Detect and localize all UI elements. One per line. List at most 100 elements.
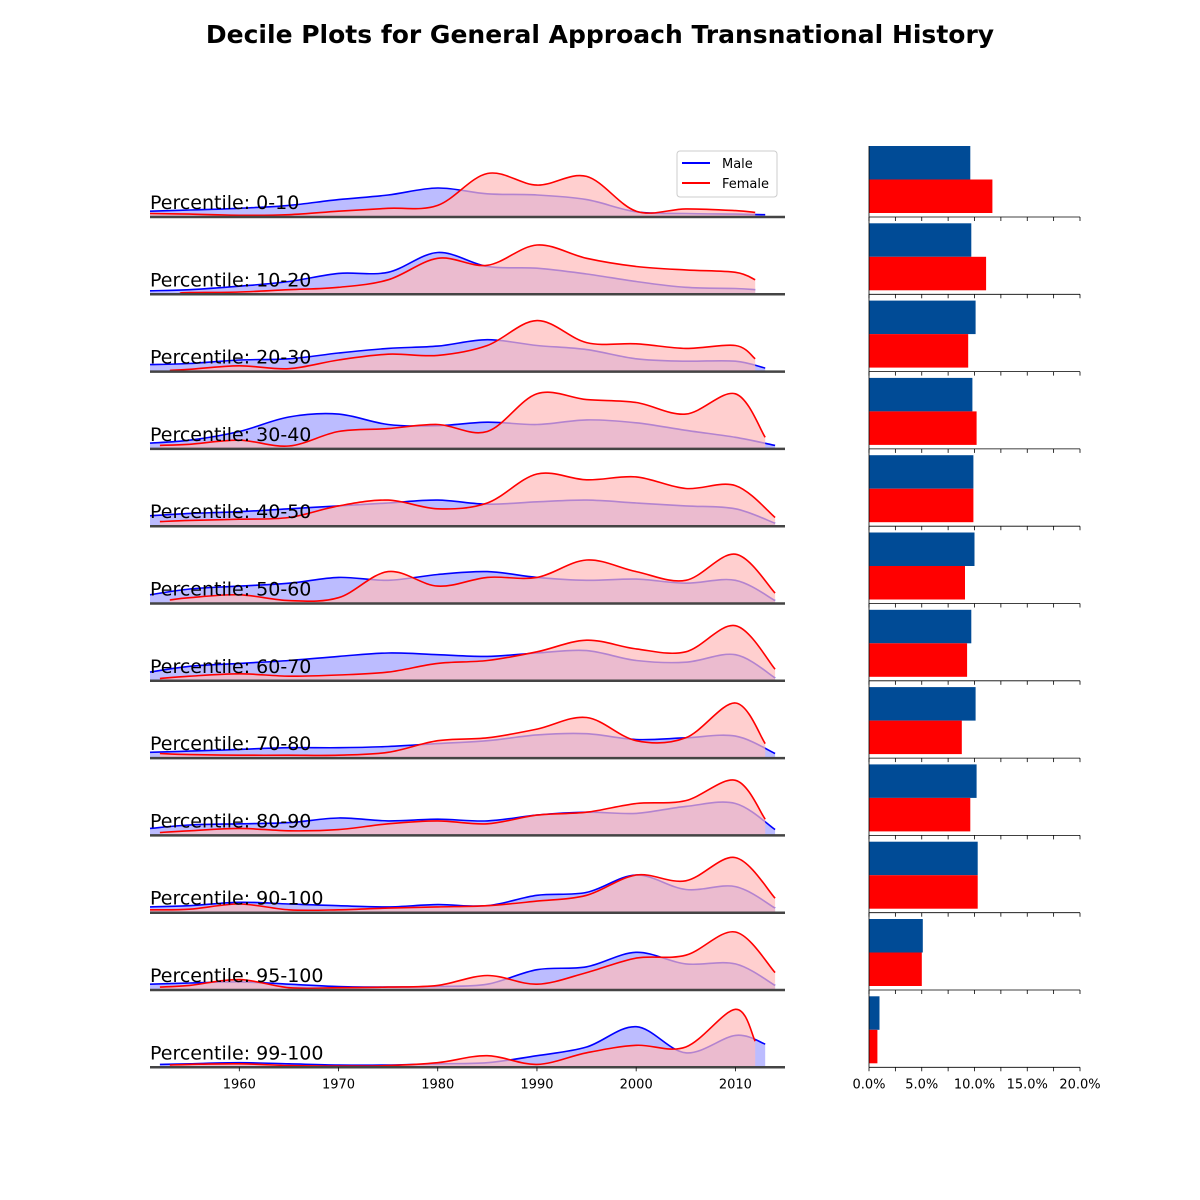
female-density-line bbox=[159, 624, 776, 680]
share-tick-label: 20.0% bbox=[1059, 1077, 1100, 1092]
female-density-area bbox=[159, 625, 776, 681]
bar-group bbox=[868, 146, 1081, 221]
female-density-line bbox=[159, 472, 776, 523]
female-density-area bbox=[159, 473, 776, 527]
share-bars bbox=[868, 146, 1081, 1072]
row-label: Percentile: 99-100 bbox=[150, 1042, 323, 1064]
decile-row: Percentile: 99-100 bbox=[150, 1008, 785, 1069]
male-share-bar bbox=[869, 223, 972, 257]
bar-group bbox=[868, 300, 1081, 376]
male-share-bar bbox=[869, 919, 923, 953]
female-share-bar bbox=[869, 179, 993, 213]
chart-title: Decile Plots for General Approach Transn… bbox=[206, 20, 994, 49]
year-tick-label: 1960 bbox=[223, 1077, 256, 1092]
male-share-bar bbox=[869, 996, 880, 1030]
male-share-bar bbox=[869, 609, 972, 644]
year-tick-label: 1980 bbox=[421, 1077, 454, 1092]
decile-row: Percentile: 10-20 bbox=[149, 244, 785, 296]
bar-group bbox=[868, 841, 1081, 917]
decile-row: Percentile: 90-100 bbox=[149, 856, 785, 914]
female-density-line bbox=[149, 172, 756, 217]
share-axis: 0.0% 5.0% 10.0% 15.0% 20.0% bbox=[852, 1077, 1100, 1092]
female-density-area bbox=[159, 779, 766, 836]
row-label: Percentile: 30-40 bbox=[150, 424, 311, 446]
row-label: Percentile: 10-20 bbox=[150, 269, 311, 291]
year-tick-label: 1990 bbox=[520, 1077, 553, 1092]
female-density-line bbox=[179, 244, 756, 294]
decile-row: Percentile: 70-80 bbox=[149, 702, 785, 760]
bar-group bbox=[868, 532, 1081, 608]
legend-label: Female bbox=[722, 177, 769, 192]
female-density-line bbox=[169, 553, 776, 602]
female-density-area bbox=[169, 320, 756, 372]
row-label: Percentile: 90-100 bbox=[150, 888, 323, 910]
share-tick-label: 10.0% bbox=[954, 1077, 995, 1092]
female-density-area bbox=[179, 244, 756, 295]
female-density-line bbox=[169, 1008, 756, 1067]
year-tick-label: 2010 bbox=[719, 1077, 752, 1092]
female-density-area bbox=[159, 702, 766, 759]
bar-group bbox=[868, 223, 1081, 299]
female-share-bar bbox=[869, 488, 974, 523]
row-label: Percentile: 20-30 bbox=[150, 347, 311, 369]
share-tick-label: 5.0% bbox=[905, 1077, 938, 1092]
female-density-area bbox=[150, 857, 776, 913]
row-label: Percentile: 50-60 bbox=[150, 579, 311, 601]
bar-group bbox=[868, 996, 1081, 1072]
female-density-area bbox=[159, 392, 766, 449]
legend-label: Male bbox=[722, 157, 753, 172]
female-density-area bbox=[159, 931, 776, 990]
decile-row: Percentile: 30-40 bbox=[149, 391, 785, 451]
legend: Male Female bbox=[676, 150, 778, 198]
female-share-bar bbox=[869, 875, 978, 909]
bar-group bbox=[868, 687, 1081, 763]
share-tick-label: 15.0% bbox=[1007, 1077, 1048, 1092]
female-share-bar bbox=[869, 952, 922, 986]
decile-row: Percentile: 60-70 bbox=[149, 624, 785, 683]
female-density-line bbox=[159, 702, 766, 757]
female-share-bar bbox=[869, 1029, 878, 1064]
female-share-bar bbox=[869, 643, 968, 677]
female-density-line bbox=[159, 391, 766, 447]
female-share-bar bbox=[869, 797, 971, 832]
decile-row: Percentile: 50-60 bbox=[149, 553, 785, 605]
row-label: Percentile: 40-50 bbox=[150, 501, 311, 523]
female-share-bar bbox=[869, 256, 987, 291]
decile-row: Percentile: 40-50 bbox=[149, 472, 785, 528]
male-share-bar bbox=[869, 532, 975, 566]
female-density-area bbox=[150, 172, 756, 217]
female-density-area bbox=[169, 554, 776, 604]
share-tick-label: 0.0% bbox=[852, 1077, 885, 1092]
female-share-bar bbox=[869, 411, 977, 445]
row-label: Percentile: 80-90 bbox=[150, 810, 311, 832]
year-tick-label: 2000 bbox=[620, 1077, 653, 1092]
male-share-bar bbox=[869, 300, 976, 335]
male-share-bar bbox=[869, 455, 974, 489]
bar-group bbox=[868, 764, 1081, 840]
decile-row: Percentile: 0-10 bbox=[149, 172, 785, 219]
decile-row: Percentile: 95-100 bbox=[149, 931, 785, 992]
year-axis: 1960 1970 1980 1990 2000 2010 bbox=[223, 1067, 752, 1092]
decile-row: Percentile: 20-30 bbox=[149, 319, 785, 373]
female-share-bar bbox=[869, 334, 969, 368]
row-label: Percentile: 95-100 bbox=[150, 965, 323, 987]
row-label: Percentile: 70-80 bbox=[150, 733, 311, 755]
female-share-bar bbox=[869, 566, 965, 600]
male-share-bar bbox=[869, 146, 971, 180]
row-label: Percentile: 0-10 bbox=[150, 192, 299, 214]
female-density-area bbox=[169, 1009, 756, 1068]
bar-group bbox=[868, 609, 1081, 685]
bar-group bbox=[868, 919, 1081, 994]
female-share-bar bbox=[869, 720, 962, 755]
year-tick-label: 1970 bbox=[322, 1077, 355, 1092]
bar-group bbox=[868, 377, 1081, 453]
female-density-line bbox=[149, 856, 776, 912]
male-share-bar bbox=[869, 687, 976, 721]
female-density-line bbox=[159, 779, 766, 834]
female-density-line bbox=[169, 319, 756, 372]
bar-group bbox=[868, 455, 1081, 531]
male-share-bar bbox=[869, 764, 977, 798]
row-label: Percentile: 60-70 bbox=[150, 656, 311, 678]
decile-rows: Percentile: 0-10 Percentile: 10-20 Percent… bbox=[149, 172, 785, 1069]
